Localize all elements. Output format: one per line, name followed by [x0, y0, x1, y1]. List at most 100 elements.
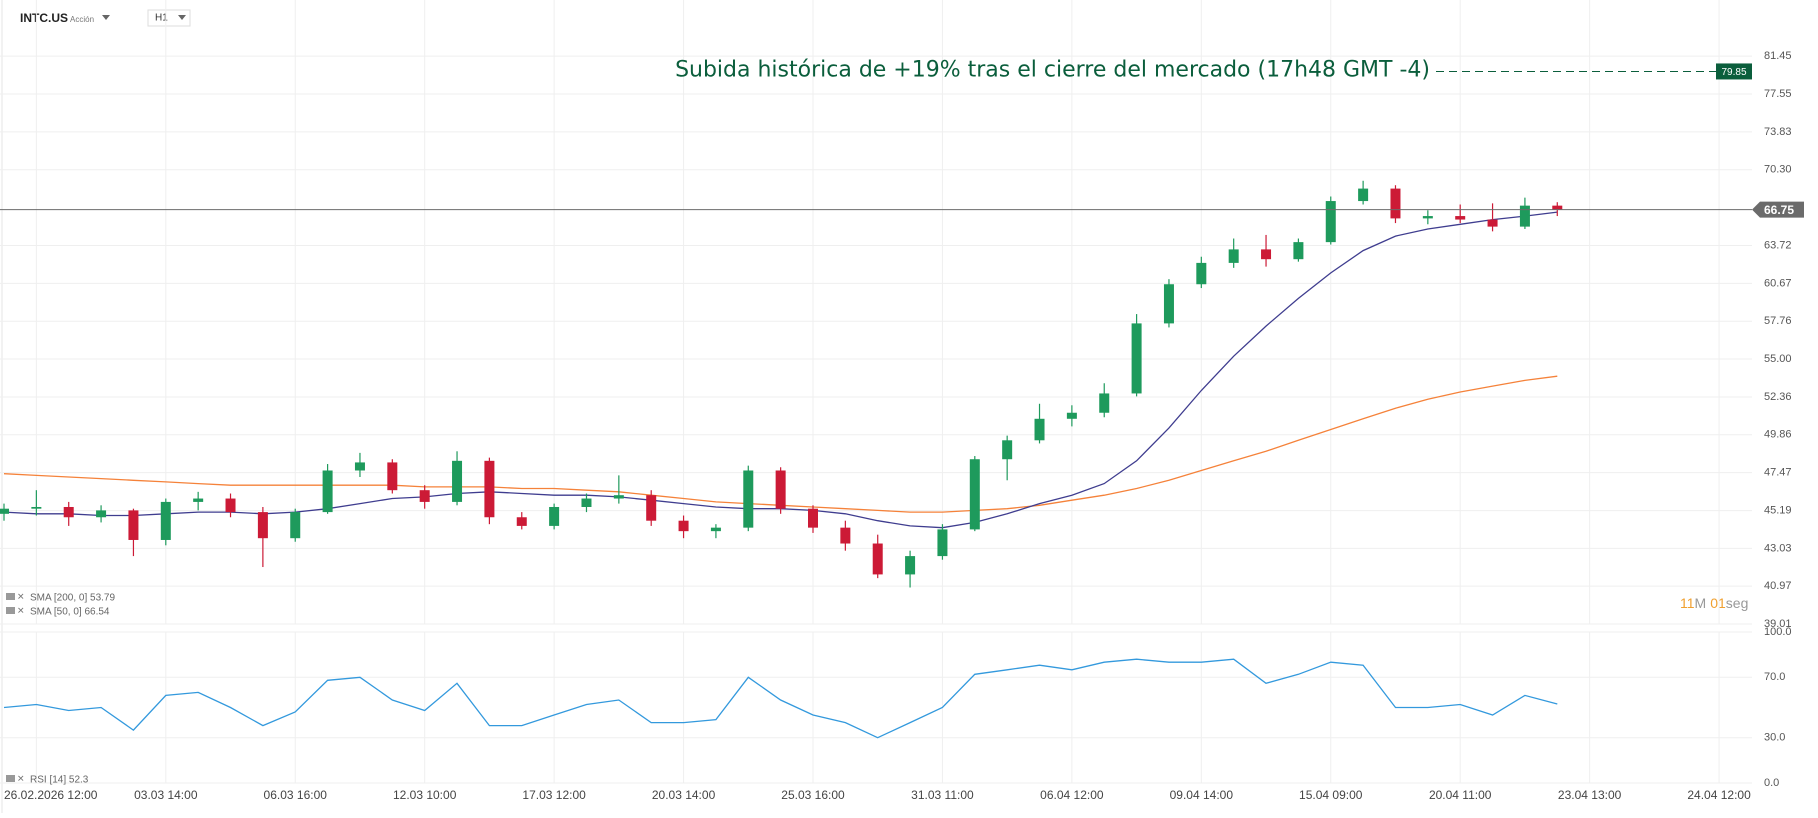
- y-tick-label: 81.45: [1764, 50, 1792, 62]
- legend-icon[interactable]: [6, 593, 15, 600]
- candle-body: [290, 512, 301, 539]
- candle-body: [1487, 219, 1498, 227]
- legend-label: SMA [50, 0] 66.54: [30, 607, 110, 618]
- candle-body: [160, 501, 171, 540]
- candle-body: [872, 543, 883, 575]
- x-tick-label: 03.03 14:00: [134, 788, 198, 802]
- candle-body: [775, 470, 786, 509]
- candle-body: [678, 520, 689, 532]
- candle-body: [1131, 323, 1142, 394]
- candle-body: [1163, 284, 1174, 324]
- legend-close[interactable]: ✕: [17, 773, 25, 783]
- candle-body: [969, 459, 980, 530]
- candle-body: [1099, 393, 1110, 413]
- x-tick-label: 09.04 14:00: [1170, 788, 1234, 802]
- timeframe[interactable]: H1: [155, 13, 168, 24]
- x-tick-label: 25.03 16:00: [781, 788, 845, 802]
- timer-min-unit: M: [1695, 595, 1707, 611]
- y-tick-label: 52.36: [1764, 391, 1792, 403]
- rsi-line: [3, 658, 1558, 739]
- candle-body: [1228, 249, 1239, 263]
- timer-minutes: 11: [1680, 595, 1695, 611]
- timer-sec-unit: seg: [1726, 595, 1749, 611]
- x-tick-label: 15.04 09:00: [1299, 788, 1363, 802]
- candle-body: [1552, 205, 1563, 210]
- candle-body: [840, 527, 851, 544]
- candle-body: [1261, 249, 1272, 260]
- symbol[interactable]: INTC.US: [20, 11, 68, 25]
- candle-body: [31, 506, 42, 509]
- x-tick-label: 31.03 11:00: [911, 788, 974, 802]
- last-price-tag: [1752, 201, 1804, 218]
- candle-body: [225, 498, 236, 513]
- candle-timer: 11M 01seg: [1680, 595, 1748, 611]
- candle-body: [1325, 201, 1336, 243]
- candle-body: [808, 508, 818, 528]
- candle-body: [1002, 440, 1013, 460]
- x-tick-label: 20.03 14:00: [652, 788, 716, 802]
- candle-body: [0, 508, 9, 514]
- candle-body: [549, 506, 560, 526]
- legend-label: RSI [14] 52.3: [30, 775, 89, 786]
- candle-body: [1196, 262, 1207, 285]
- candle-body: [710, 527, 721, 532]
- x-tick-label: 24.04 12:00: [1687, 788, 1751, 802]
- candle-body: [743, 470, 754, 528]
- timeframe-dropdown[interactable]: [178, 15, 186, 20]
- x-tick-label: 26.02.2026 12:00: [4, 788, 98, 802]
- y-tick-label: 30.0: [1764, 732, 1785, 744]
- y-tick-label: 39.01: [1764, 618, 1792, 630]
- candle-body: [1293, 242, 1304, 260]
- x-tick-label: 17.03 12:00: [522, 788, 586, 802]
- annotation-value: 79.85: [1721, 67, 1746, 78]
- x-tick-label: 12.03 10:00: [393, 788, 457, 802]
- y-tick-label: 63.72: [1764, 239, 1792, 251]
- y-tick-label: 100.0: [1764, 626, 1792, 638]
- legend-icon[interactable]: [6, 775, 15, 782]
- y-tick-label: 49.86: [1764, 429, 1792, 441]
- legend-close[interactable]: ✕: [17, 605, 25, 615]
- candle-body: [905, 556, 916, 575]
- candle-body: [1066, 412, 1077, 419]
- candle-body: [1034, 418, 1045, 441]
- y-tick-label: 60.67: [1764, 277, 1792, 289]
- legend-label: SMA [200, 0] 53.79: [30, 593, 115, 604]
- candle-body: [613, 495, 624, 499]
- y-tick-label: 43.03: [1764, 542, 1792, 554]
- candle-body: [322, 470, 333, 513]
- candle-body: [63, 506, 74, 518]
- instrument-kind: Acción: [70, 15, 94, 24]
- legend-icon[interactable]: [6, 607, 15, 614]
- candle-body: [1455, 216, 1466, 220]
- y-tick-label: 40.97: [1764, 580, 1792, 592]
- candle-body: [581, 498, 592, 507]
- candle-body: [646, 495, 657, 521]
- y-tick-label: 73.83: [1764, 126, 1792, 138]
- annotation-text: Subida histórica de +19% tras el cierre …: [675, 57, 1430, 82]
- y-tick-label: 45.19: [1764, 504, 1792, 516]
- legend-close[interactable]: ✕: [17, 591, 25, 601]
- candle-body: [516, 517, 527, 526]
- candle-body: [387, 462, 398, 491]
- y-tick-label: 0.0: [1764, 777, 1779, 789]
- candle-body: [193, 498, 204, 502]
- candle-body: [452, 460, 463, 502]
- y-tick-label: 70.0: [1764, 671, 1785, 683]
- candle-body: [484, 460, 495, 518]
- y-tick-label: 55.00: [1764, 353, 1792, 365]
- y-tick-label: 47.47: [1764, 467, 1792, 479]
- candle-body: [128, 510, 139, 540]
- timeframe-select[interactable]: [147, 9, 191, 27]
- candle-body: [1390, 188, 1401, 219]
- timer-seconds: 01: [1710, 595, 1726, 611]
- symbol-dropdown[interactable]: [102, 15, 110, 20]
- candle-body: [257, 512, 268, 539]
- x-tick-label: 20.04 11:00: [1429, 788, 1492, 802]
- x-tick-label: 06.03 16:00: [264, 788, 328, 802]
- candle-body: [1358, 188, 1369, 202]
- y-tick-label: 57.76: [1764, 315, 1792, 327]
- candle-body: [96, 510, 107, 518]
- candle-body: [937, 529, 948, 557]
